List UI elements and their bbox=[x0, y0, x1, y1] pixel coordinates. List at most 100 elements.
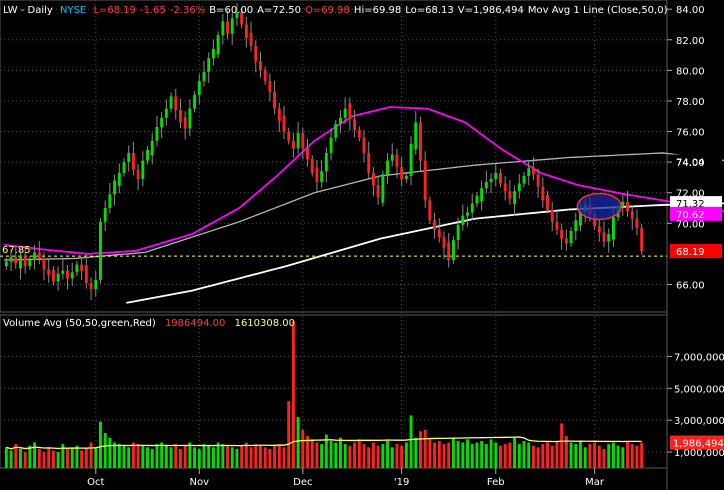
volume-bar bbox=[315, 442, 319, 468]
volume-bar bbox=[447, 442, 451, 468]
candle-body bbox=[546, 195, 549, 210]
candle-body bbox=[339, 117, 342, 124]
candle-body bbox=[531, 168, 535, 175]
candle-body bbox=[136, 169, 140, 179]
candle-body bbox=[259, 61, 262, 71]
header-stat: A=72.50 bbox=[257, 5, 301, 16]
volume-bar bbox=[593, 442, 597, 468]
candle-body bbox=[207, 58, 211, 72]
volume-bar bbox=[216, 442, 220, 468]
volume-bar bbox=[320, 444, 324, 468]
candle-body bbox=[466, 212, 469, 216]
volume-bar bbox=[480, 440, 484, 468]
price-tick-label: 66.00 bbox=[676, 280, 705, 291]
candle-body bbox=[357, 130, 361, 138]
volume-bar bbox=[635, 445, 639, 468]
price-tick-label: 74.00 bbox=[676, 158, 705, 169]
volume-bar bbox=[230, 447, 234, 468]
candle-body bbox=[470, 203, 474, 213]
volume-last-label: 1,986,494 bbox=[673, 439, 724, 450]
candle-body bbox=[287, 131, 291, 141]
volume-bar bbox=[630, 444, 634, 468]
candle-body bbox=[560, 229, 564, 239]
volume-bar bbox=[84, 448, 88, 468]
volume-bar bbox=[461, 442, 465, 468]
candle-body bbox=[334, 123, 338, 138]
volume-tick-label: 5,000,000 bbox=[674, 384, 724, 395]
candle-body bbox=[362, 137, 366, 153]
volume-bar bbox=[291, 321, 295, 468]
candle-body bbox=[320, 171, 324, 182]
candle-body bbox=[42, 258, 46, 270]
x-tick-label: Oct bbox=[87, 477, 104, 488]
candle-body bbox=[564, 238, 568, 244]
volume-bar bbox=[569, 442, 573, 468]
candle-body bbox=[117, 172, 121, 186]
volume-bar bbox=[75, 445, 79, 468]
header-stat: Mov Avg 1 Line (Close,50,0) bbox=[528, 5, 668, 16]
candle-body bbox=[155, 126, 159, 141]
chart-header: LW - Daily NYSE L=68.19 -1.65 -2.36% B=60.0… bbox=[3, 5, 668, 16]
volume-bar bbox=[531, 445, 535, 468]
candle-body bbox=[244, 24, 248, 39]
candle-body bbox=[301, 133, 305, 149]
candle-body bbox=[517, 183, 521, 192]
volume-bar bbox=[329, 440, 333, 468]
volume-bar bbox=[277, 444, 281, 468]
volume-bar bbox=[419, 431, 422, 468]
candle-body bbox=[569, 230, 573, 244]
volume-bar bbox=[423, 429, 427, 468]
volume-bar bbox=[555, 440, 559, 468]
volume-bar bbox=[136, 444, 140, 468]
candle-body bbox=[193, 94, 197, 109]
candle-body bbox=[447, 242, 451, 260]
volume-bar bbox=[263, 447, 267, 468]
header-stat: -1.65 bbox=[140, 5, 166, 16]
candle-body bbox=[127, 152, 131, 163]
volume-average-line bbox=[6, 436, 642, 450]
x-tick-label: '19 bbox=[394, 477, 409, 488]
volume-bar bbox=[169, 447, 173, 468]
volume-bar bbox=[226, 445, 229, 468]
volume-bar bbox=[484, 444, 488, 468]
volume-bar bbox=[522, 440, 526, 468]
volume-bar bbox=[301, 429, 305, 468]
candle-body bbox=[169, 96, 173, 109]
volume-bar bbox=[155, 444, 159, 468]
candle-body bbox=[211, 48, 215, 59]
volume-bar bbox=[89, 442, 93, 468]
candle-body bbox=[249, 32, 253, 46]
candle-body bbox=[371, 172, 375, 186]
volume-bar bbox=[386, 440, 389, 468]
volume-bar bbox=[442, 444, 446, 468]
volume-bar bbox=[14, 444, 18, 468]
volume-bar bbox=[470, 444, 474, 468]
candle-body bbox=[621, 201, 625, 207]
volume-bar bbox=[579, 440, 582, 468]
volume-bar bbox=[494, 442, 498, 468]
volume-bar bbox=[536, 447, 540, 468]
volume-bar bbox=[19, 448, 22, 468]
candle-body bbox=[386, 160, 389, 175]
candle-body bbox=[489, 178, 493, 182]
volume-bar bbox=[51, 450, 55, 468]
candle-body bbox=[174, 96, 178, 111]
volume-bar bbox=[164, 445, 168, 468]
volume-bar bbox=[362, 444, 366, 468]
candle-body bbox=[197, 81, 201, 95]
candle-body bbox=[376, 185, 380, 198]
candle-body bbox=[164, 108, 168, 118]
volume-bar bbox=[414, 437, 418, 468]
candle-body bbox=[160, 117, 164, 127]
volume-bars-layer bbox=[4, 321, 644, 468]
price-panel[interactable] bbox=[0, 0, 668, 313]
price-label-text: 68.19 bbox=[676, 247, 705, 258]
candle-body bbox=[226, 21, 229, 34]
volume-bar bbox=[527, 442, 531, 468]
x-tick-label: Dec bbox=[293, 477, 312, 488]
candle-body bbox=[400, 166, 404, 179]
price-label-box bbox=[670, 154, 722, 169]
candle-body bbox=[37, 252, 41, 259]
candle-body bbox=[494, 172, 498, 179]
